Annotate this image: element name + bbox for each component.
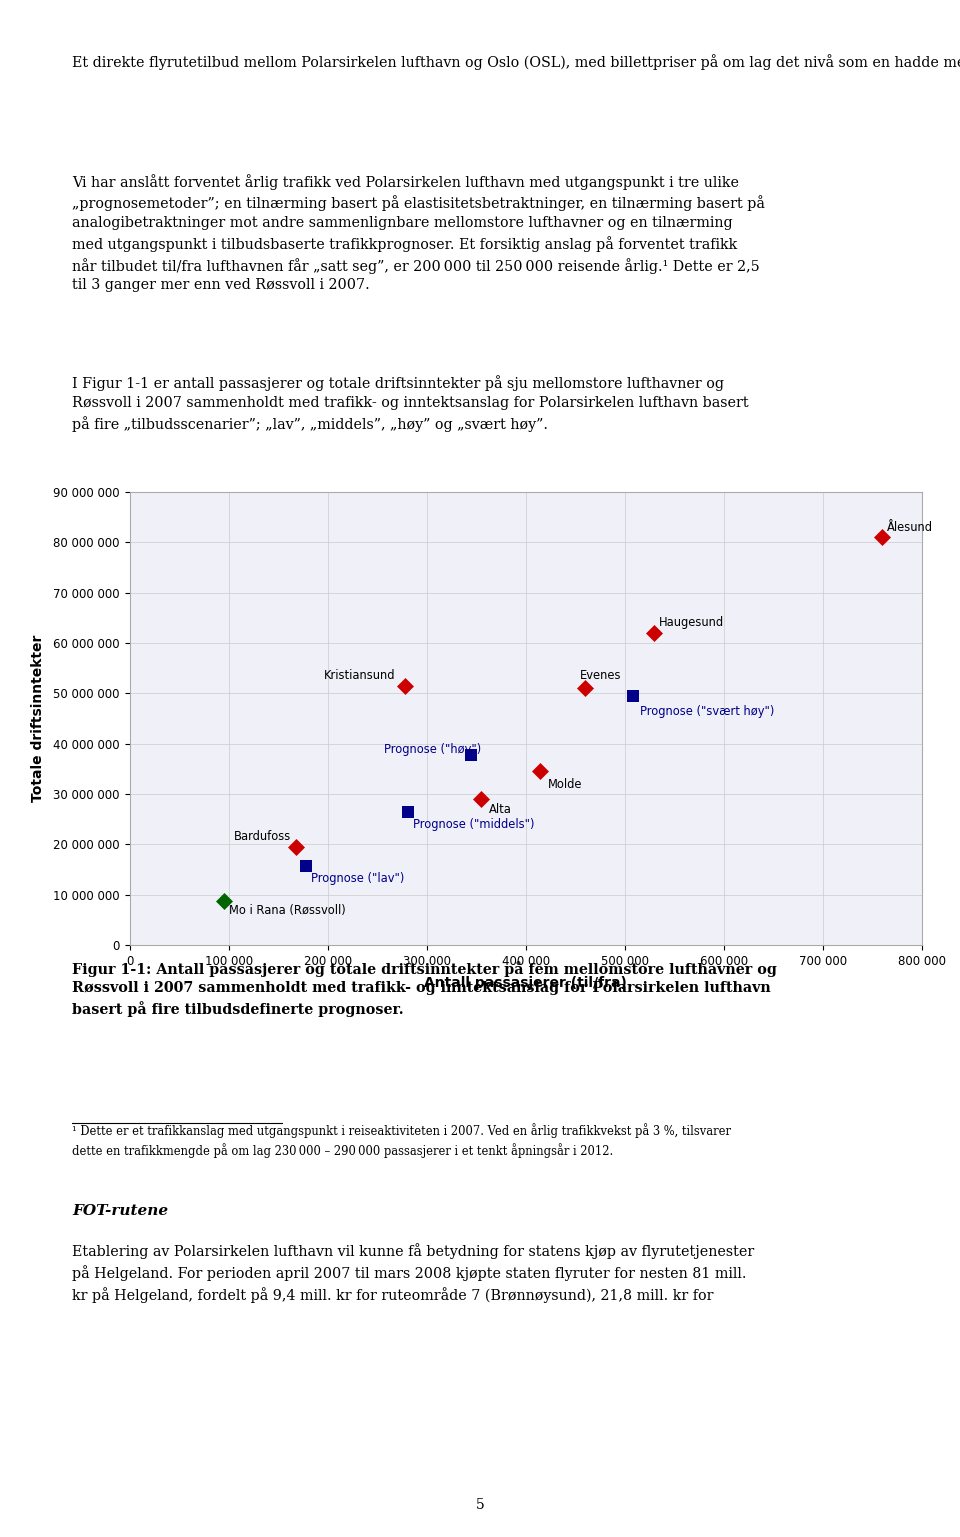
Text: Vi har anslått forventet årlig trafikk ved Polarsirkelen lufthavn med utgangspun: Vi har anslått forventet årlig trafikk v…: [72, 174, 765, 292]
Text: ¹ Dette er et trafikkanslag med utgangspunkt i reiseaktiviteten i 2007. Ved en å: ¹ Dette er et trafikkanslag med utgangsp…: [72, 1124, 731, 1157]
Point: [397, 673, 413, 698]
Text: Etablering av Polarsirkelen lufthavn vil kunne få betydning for statens kjøp av : Etablering av Polarsirkelen lufthavn vil…: [72, 1243, 755, 1303]
Point: [473, 787, 489, 812]
Text: Figur 1-1: Antall passasjerer og totale driftsinntekter på fem mellomstore lufth: Figur 1-1: Antall passasjerer og totale …: [72, 961, 777, 1017]
Point: [464, 742, 479, 767]
Y-axis label: Totale driftsinntekter: Totale driftsinntekter: [31, 635, 45, 802]
Point: [533, 759, 548, 784]
Text: 5: 5: [475, 1497, 485, 1512]
Point: [299, 853, 314, 878]
Point: [288, 835, 303, 859]
Text: Evenes: Evenes: [580, 669, 621, 682]
Text: Alta: Alta: [489, 802, 512, 816]
Text: Molde: Molde: [548, 778, 583, 790]
Point: [647, 621, 662, 646]
Text: Ålesund: Ålesund: [887, 521, 933, 533]
Text: Mo i Rana (Røssvoll): Mo i Rana (Røssvoll): [228, 904, 346, 918]
Text: Et direkte flyrutetilbud mellom Polarsirkelen lufthavn og Oslo (OSL), med billet: Et direkte flyrutetilbud mellom Polarsir…: [72, 54, 960, 69]
Point: [577, 676, 592, 701]
Text: Prognose ("høy"): Prognose ("høy"): [384, 744, 481, 756]
Text: I Figur 1-1 er antall passasjerer og totale driftsinntekter på sju mellomstore l: I Figur 1-1 er antall passasjerer og tot…: [72, 375, 749, 432]
Text: Prognose ("lav"): Prognose ("lav"): [311, 871, 404, 885]
X-axis label: Antall passasjerer (til/fra): Antall passasjerer (til/fra): [424, 976, 627, 990]
Text: Prognose ("svært høy"): Prognose ("svært høy"): [640, 705, 775, 718]
Point: [400, 799, 416, 824]
Point: [875, 526, 890, 550]
Text: FOT-rutene: FOT-rutene: [72, 1203, 168, 1219]
Text: Haugesund: Haugesund: [660, 616, 725, 629]
Point: [625, 684, 640, 709]
Point: [216, 888, 231, 913]
Text: Kristiansund: Kristiansund: [324, 669, 396, 682]
Text: Bardufoss: Bardufoss: [233, 830, 291, 844]
Text: Prognose ("middels"): Prognose ("middels"): [413, 818, 534, 832]
